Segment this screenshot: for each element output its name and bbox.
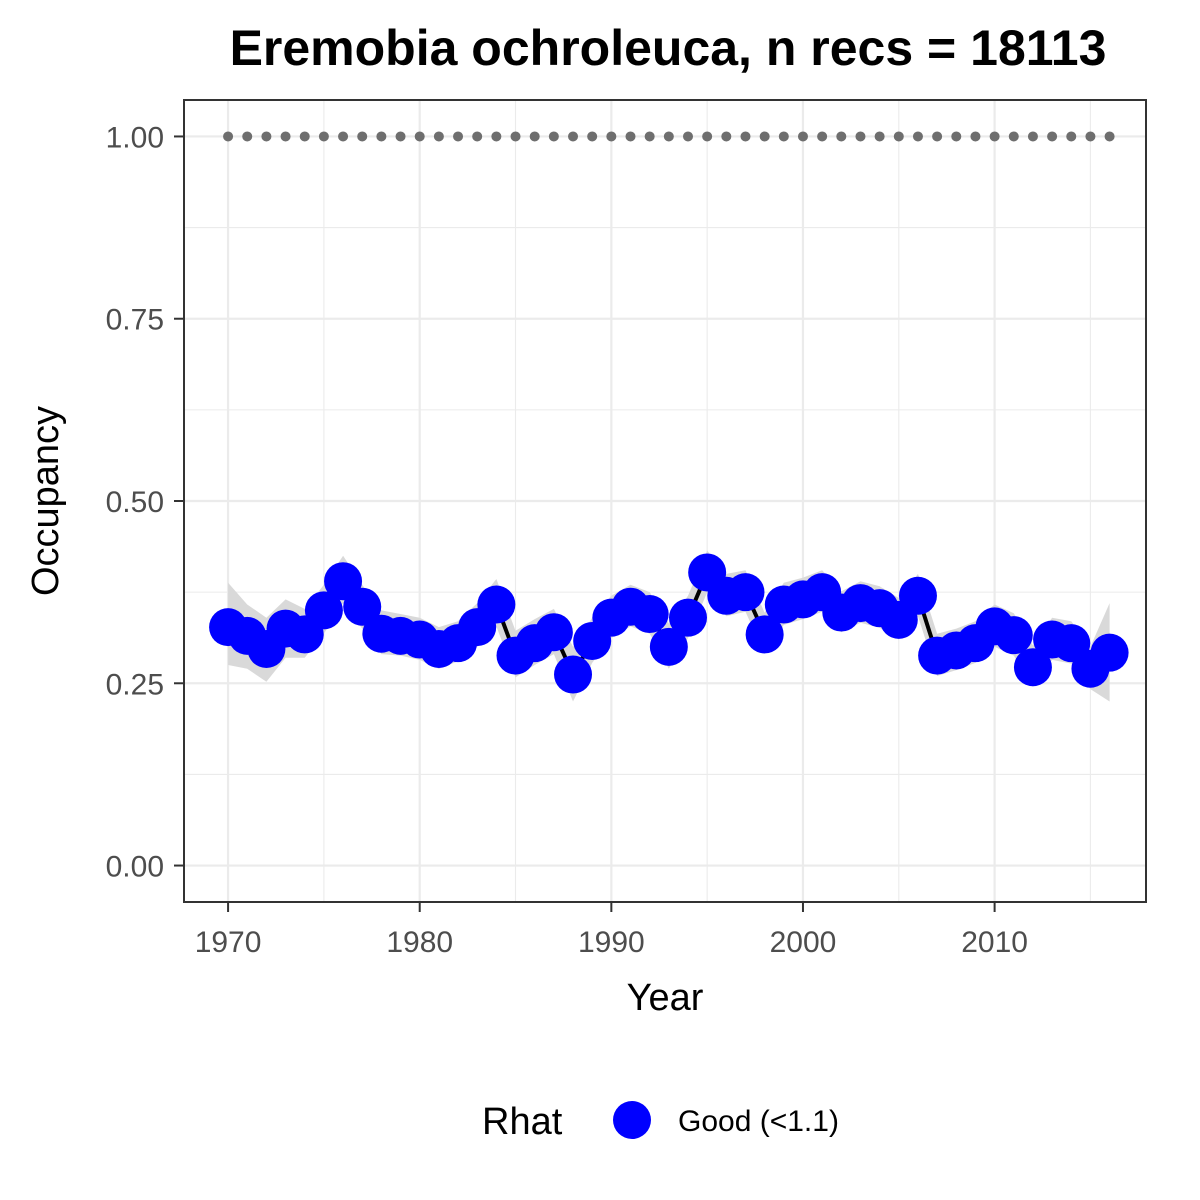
reference-point [893,131,904,142]
reference-point [223,131,234,142]
reference-point [491,131,502,142]
reference-point [472,131,483,142]
legend-point-swatch [613,1101,651,1139]
reference-point [1104,131,1115,142]
reference-point [510,131,521,142]
reference-point [395,131,406,142]
reference-point [299,131,310,142]
reference-point [453,131,464,142]
data-point [534,613,573,652]
legend: Rhat Good (<1.1) [482,1101,839,1143]
reference-point [414,131,425,142]
reference-point [529,131,540,142]
y-tick-label: 0.00 [106,851,164,884]
legend-entry-good: Good (<1.1) [678,1105,839,1138]
reference-point [587,131,598,142]
data-point [668,598,707,637]
reference-point [644,131,655,142]
reference-point [912,131,923,142]
reference-point [663,131,674,142]
y-tick-label: 0.75 [106,304,164,337]
reference-point [932,131,943,142]
reference-point [817,131,828,142]
x-tick-label: 1980 [386,926,453,959]
x-tick-label: 1970 [195,926,262,959]
data-point [726,573,765,612]
data-point [649,627,688,666]
data-point [304,591,343,630]
reference-point [970,131,981,142]
reference-point [951,131,962,142]
data-point [343,587,382,626]
reference-point [1008,131,1019,142]
reference-point [376,131,387,142]
reference-point [606,131,617,142]
data-point [477,585,516,624]
y-axis: 0.00 0.25 0.50 0.75 1.00 [106,121,184,884]
reference-point [280,131,291,142]
reference-point [797,131,808,142]
reference-point [433,131,444,142]
grid-lines [184,100,1146,902]
y-tick-label: 1.00 [106,121,164,154]
reference-point [548,131,559,142]
x-tick-label: 2000 [770,926,837,959]
reference-point [682,131,693,142]
reference-point [855,131,866,142]
y-tick-label: 0.25 [106,668,164,701]
x-tick-label: 2010 [961,926,1028,959]
data-point [994,616,1033,655]
reference-point [242,131,253,142]
reference-point [874,131,885,142]
reference-point [740,131,751,142]
reference-point [338,131,349,142]
data-point [1013,648,1052,687]
x-axis: 1970 1980 1990 2000 2010 [195,902,1028,959]
reference-point [778,131,789,142]
y-axis-title: Occupancy [25,406,67,596]
reference-point [625,131,636,142]
reference-point [836,131,847,142]
reference-point [318,131,329,142]
chart-title: Eremobia ochroleuca, n recs = 18113 [230,20,1107,76]
x-tick-label: 1990 [578,926,645,959]
reference-point [702,131,713,142]
data-points [209,553,1129,694]
reference-point [261,131,272,142]
data-point [1090,633,1129,672]
data-point [745,615,784,654]
reference-point [1066,131,1077,142]
data-point [554,655,593,694]
reference-point [1085,131,1096,142]
data-point [898,576,937,615]
reference-point [568,131,579,142]
reference-points [223,131,1115,142]
data-point [630,595,669,634]
x-axis-title: Year [627,977,704,1019]
reference-point [759,131,770,142]
legend-title: Rhat [482,1101,563,1143]
reference-point [989,131,1000,142]
reference-point [721,131,732,142]
reference-point [1027,131,1038,142]
y-tick-label: 0.50 [106,486,164,519]
reference-point [1047,131,1058,142]
reference-point [357,131,368,142]
